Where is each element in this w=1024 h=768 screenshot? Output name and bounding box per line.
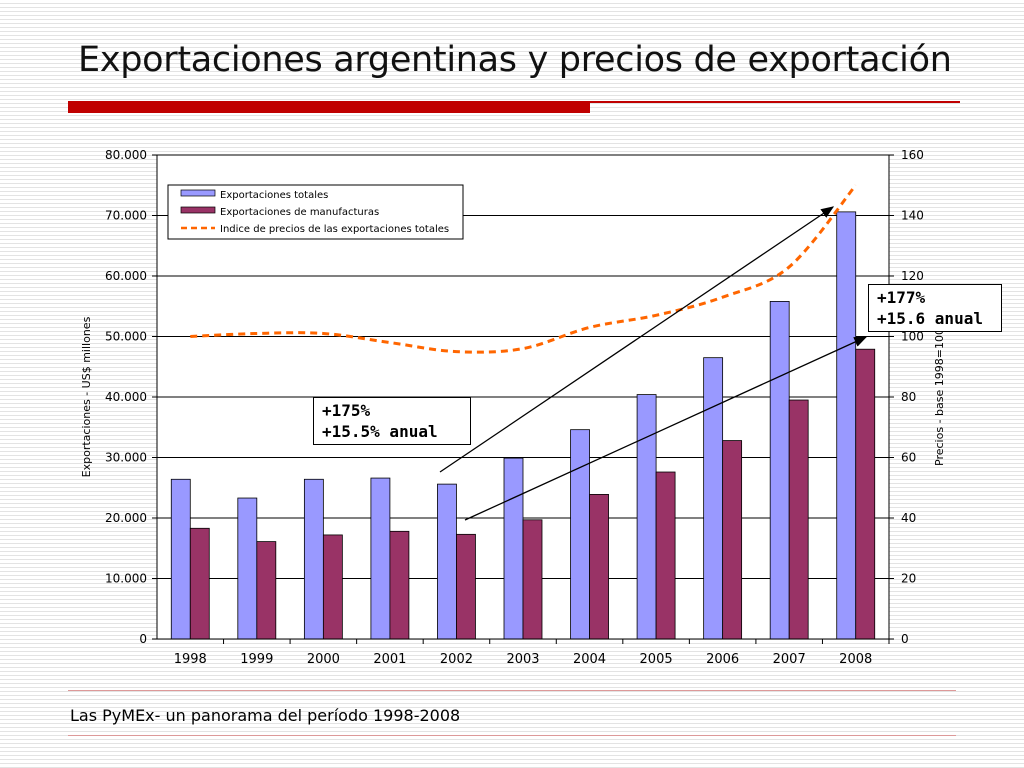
y2-tick-label: 100 [901,330,924,344]
bar-manufacturas [522,519,543,640]
annotation-box-left: +175% +15.5% anual [313,397,471,445]
bar-total [570,429,590,640]
y2-tick-label: 160 [901,148,924,162]
slide-title: Exportaciones argentinas y precios de ex… [78,40,952,80]
legend-swatch [180,189,216,197]
arrow-manufacturas-growth [464,336,868,521]
bar-manufacturas [722,440,743,640]
footer-divider-top [68,690,956,691]
x-tick-label: 2002 [440,652,473,667]
legend-label: Exportaciones de manufacturas [220,207,379,218]
x-tick-label: 2004 [573,652,606,667]
y-tick-label: 50.000 [105,330,147,344]
bar-manufacturas [322,534,343,640]
y2-tick-label: 60 [901,451,916,465]
bar-total [437,483,457,640]
arrow-total-growth [439,206,835,473]
legend-swatch [180,206,216,214]
bar-total [370,477,391,640]
y-tick-label: 80.000 [105,148,147,162]
y2-tick-label: 140 [901,209,924,223]
x-tick-label: 2006 [706,652,739,667]
y-tick-label: 70.000 [105,209,147,223]
bar-manufacturas [256,541,277,640]
x-tick-label: 1998 [174,652,207,667]
y2-tick-label: 20 [901,572,916,586]
y-axis-label: Exportaciones - US$ millones [80,316,93,477]
bar-manufacturas [189,527,210,640]
bar-manufacturas [655,471,676,640]
bar-manufacturas [456,533,476,640]
x-tick-label: 2003 [506,652,539,667]
bar-total [237,497,258,640]
bar-total [503,457,524,640]
y2-axis-label: Precios - base 1998=100 [933,328,946,466]
x-tick-label: 2008 [839,652,872,667]
title-accent-line [590,101,960,103]
bar-total [703,357,724,640]
bar-manufacturas [389,530,410,640]
annotation-left-line1: +175% [322,401,371,420]
bar-total [836,211,857,640]
y2-tick-label: 80 [901,390,916,404]
y-tick-label: 20.000 [105,511,147,525]
y-tick-label: 40.000 [105,390,147,404]
x-tick-label: 1999 [240,652,273,667]
bar-manufacturas [855,348,876,640]
annotation-box-right: +177% +15.6 anual [868,284,1002,332]
annotation-right-line2: +15.6 anual [877,309,983,328]
bar-total [303,478,324,640]
footer-divider-bottom [68,735,956,736]
y-tick-label: 0 [139,632,147,646]
bar-total [636,394,657,640]
y-tick-label: 10.000 [105,572,147,586]
legend-box [167,184,464,240]
bar-total [170,478,191,640]
footer-text: Las PyMEx- un panorama del período 1998-… [70,706,461,725]
y2-tick-label: 0 [901,632,909,646]
legend-label: Exportaciones totales [220,190,328,201]
bar-total [769,301,790,640]
y2-tick-label: 120 [901,269,924,283]
x-tick-label: 2000 [307,652,340,667]
bar-manufacturas [788,399,809,640]
annotation-right-line1: +177% [877,288,926,307]
annotation-left-line2: +15.5% anual [322,422,438,441]
y-tick-label: 60.000 [105,269,147,283]
bar-manufacturas [589,494,609,640]
y-tick-label: 30.000 [105,451,147,465]
title-accent-bar [68,101,590,113]
y2-tick-label: 40 [901,511,916,525]
x-tick-label: 2007 [773,652,806,667]
x-tick-label: 2001 [373,652,406,667]
x-tick-label: 2005 [640,652,673,667]
legend-label: Indice de precios de las exportaciones t… [220,224,449,235]
